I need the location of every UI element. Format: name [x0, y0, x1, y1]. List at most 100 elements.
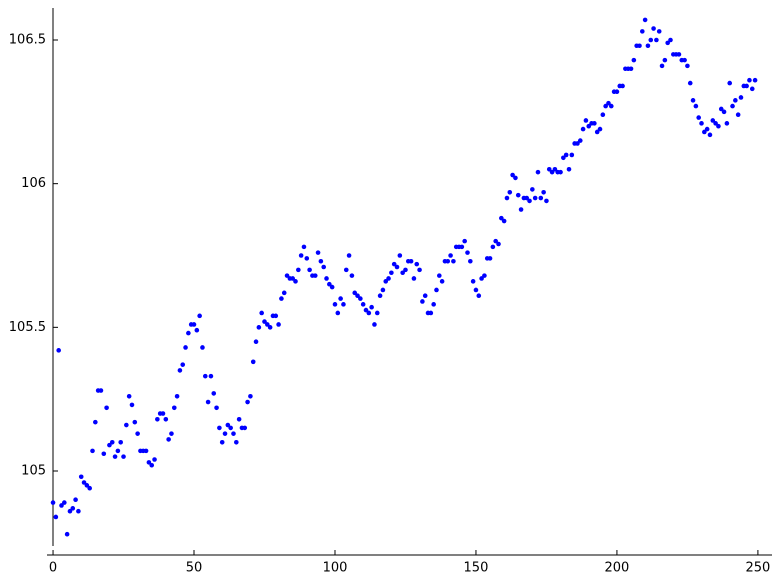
point	[397, 253, 403, 258]
point	[358, 296, 363, 301]
point	[56, 348, 61, 353]
point	[208, 373, 214, 379]
point	[730, 103, 735, 109]
point	[67, 508, 73, 514]
point	[518, 207, 524, 212]
point	[262, 319, 267, 324]
point	[98, 388, 104, 393]
point	[704, 126, 710, 132]
point	[538, 195, 544, 201]
point	[363, 307, 369, 313]
point	[352, 290, 358, 296]
point	[606, 100, 611, 106]
point	[411, 276, 417, 281]
point	[600, 112, 606, 118]
point	[242, 425, 248, 431]
point	[569, 152, 575, 158]
point	[417, 267, 422, 273]
point	[293, 279, 298, 284]
point	[143, 448, 149, 454]
point	[693, 103, 699, 109]
point	[434, 287, 439, 293]
point	[225, 422, 231, 428]
point	[346, 253, 352, 258]
point	[118, 439, 124, 445]
point	[645, 43, 651, 49]
point	[586, 123, 592, 129]
point	[70, 506, 76, 511]
point	[651, 26, 656, 31]
point	[259, 310, 264, 316]
point	[315, 250, 321, 255]
point	[504, 195, 510, 201]
x-tick-label: 50	[186, 561, 203, 576]
point	[180, 362, 186, 367]
point	[662, 57, 668, 63]
point	[146, 460, 152, 465]
x-tick-label: 200	[605, 561, 630, 576]
point	[707, 132, 713, 138]
point	[383, 279, 389, 284]
point	[549, 169, 555, 175]
point	[470, 279, 476, 284]
point	[250, 359, 256, 365]
point	[597, 126, 603, 132]
point	[685, 63, 690, 69]
point	[507, 189, 513, 195]
point	[473, 287, 479, 293]
point	[733, 98, 738, 103]
point	[234, 439, 239, 445]
point	[391, 261, 397, 267]
point	[273, 313, 279, 319]
point	[76, 508, 81, 514]
point	[256, 325, 262, 330]
point	[510, 172, 515, 178]
point	[231, 431, 236, 436]
point	[561, 155, 566, 161]
point	[267, 325, 273, 330]
point	[479, 276, 484, 281]
x-tick-label: 100	[323, 561, 348, 576]
point	[50, 500, 56, 505]
point	[149, 462, 155, 468]
point	[499, 215, 504, 221]
point	[104, 405, 109, 411]
point	[462, 238, 467, 244]
point	[563, 152, 569, 158]
point	[360, 302, 366, 307]
point	[515, 192, 521, 198]
point	[535, 169, 541, 175]
point	[84, 483, 90, 488]
point	[202, 373, 208, 379]
point	[656, 29, 662, 34]
x-tick-label: 0	[49, 561, 57, 576]
point	[155, 416, 160, 422]
point	[752, 77, 758, 83]
y-tick-label: 106.5	[9, 33, 46, 48]
point	[248, 393, 253, 399]
point	[53, 514, 59, 520]
point	[169, 431, 174, 436]
point	[115, 448, 121, 454]
point	[566, 167, 572, 172]
point	[321, 264, 327, 270]
point	[214, 405, 219, 411]
point	[580, 126, 586, 132]
y-tick-label: 105.5	[9, 320, 46, 335]
point	[665, 40, 670, 46]
point	[727, 80, 733, 86]
point	[121, 454, 126, 459]
point	[668, 37, 673, 43]
point	[544, 198, 549, 204]
point	[312, 273, 318, 278]
point	[431, 302, 436, 307]
point	[501, 218, 507, 224]
point	[637, 43, 642, 49]
y-tick-label: 106	[21, 176, 46, 191]
point	[355, 293, 360, 299]
point	[329, 284, 335, 290]
point	[496, 241, 501, 247]
point	[236, 416, 242, 422]
point	[465, 250, 470, 255]
point	[307, 267, 312, 273]
